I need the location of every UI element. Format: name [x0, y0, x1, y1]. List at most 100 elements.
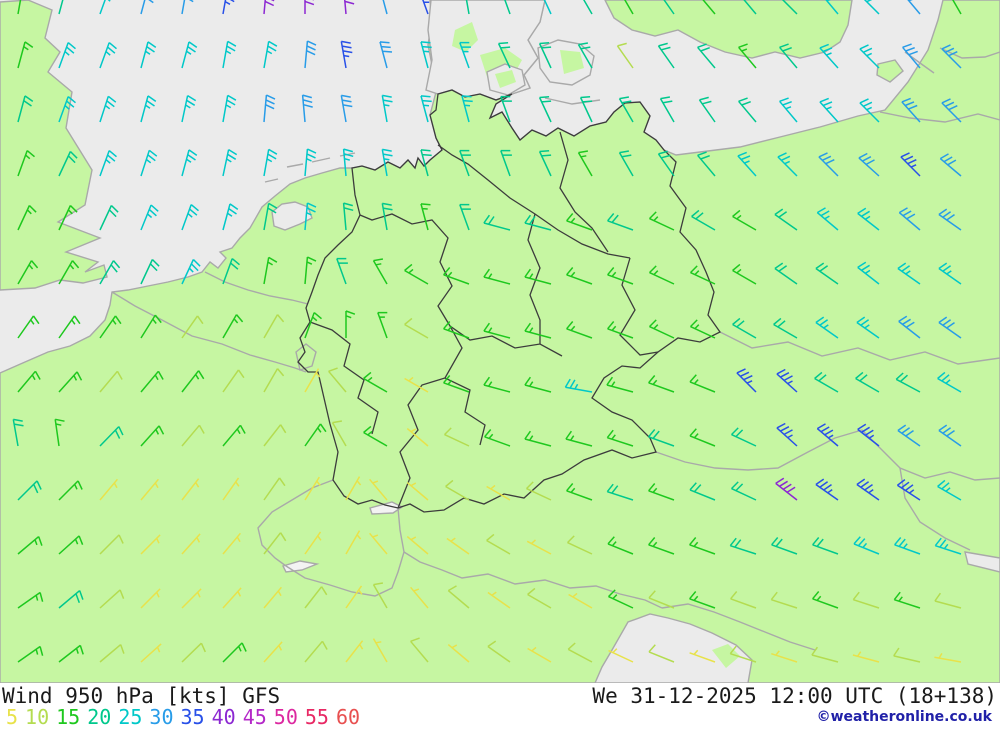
wind-barb — [345, 476, 362, 501]
wind-barb — [140, 149, 158, 177]
wind-barb — [938, 208, 962, 231]
wind-barb — [898, 207, 921, 231]
wind-barb — [743, 0, 757, 15]
valid-datetime: We 31-12-2025 12:00 UTC (18+138) — [592, 684, 997, 708]
wind-barb — [483, 268, 511, 285]
wind-barb — [181, 478, 200, 501]
wind-barb — [17, 480, 42, 501]
wind-barb — [689, 482, 716, 501]
scale-value: 30 — [149, 705, 174, 729]
wind-barb — [336, 257, 348, 285]
jutland-green-patch — [452, 22, 478, 52]
wind-barb — [17, 260, 39, 285]
wind-barb — [894, 537, 921, 555]
scale-value: 20 — [87, 705, 112, 729]
wind-barb — [616, 42, 634, 69]
wind-barb — [730, 481, 757, 501]
wind-barb — [855, 371, 880, 393]
wind-barb — [648, 319, 675, 339]
wind-barb — [58, 96, 76, 123]
wind-barb — [222, 40, 237, 69]
lake-balaton — [964, 551, 1000, 573]
wind-barb — [381, 94, 393, 123]
border-pl-cz — [719, 331, 1000, 365]
scale-value: 15 — [56, 705, 81, 729]
wind-barb — [776, 422, 798, 447]
wadden-island — [264, 178, 279, 183]
wind-barb — [564, 378, 593, 393]
scale-value: 10 — [25, 705, 50, 729]
wind-barb — [486, 533, 511, 555]
wind-barb — [853, 536, 880, 555]
wind-barb — [263, 202, 278, 231]
state-border — [527, 213, 541, 344]
state-border — [359, 213, 563, 357]
wind-barb — [181, 258, 201, 285]
wind-barb — [363, 371, 388, 393]
wind-barb — [607, 213, 634, 231]
wind-barb — [99, 426, 124, 447]
germany-borders — [297, 89, 721, 513]
wind-barb — [222, 532, 241, 555]
wind-barb — [566, 213, 593, 231]
wind-barb — [893, 591, 921, 609]
country-borders — [111, 47, 1000, 651]
wind-barb — [304, 40, 317, 69]
wind-barb — [58, 42, 76, 69]
wind-barb — [181, 0, 194, 15]
wind-barb — [140, 41, 157, 69]
wind-barb — [263, 477, 286, 501]
wind-barb — [446, 537, 470, 555]
wind-barb — [340, 94, 353, 123]
wind-barb — [648, 644, 675, 663]
wind-barb — [404, 317, 429, 339]
wind-barb — [738, 43, 757, 69]
wind-barb — [377, 311, 388, 339]
wind-barb — [222, 203, 239, 231]
scale-value: 25 — [118, 705, 143, 729]
wind-barb — [99, 0, 111, 15]
wind-barb — [732, 263, 757, 285]
wind-barb — [304, 476, 321, 501]
wind-barb — [500, 95, 512, 123]
lake-ijsselmeer — [271, 201, 313, 231]
wind-barb — [140, 258, 160, 285]
wind-barb — [689, 428, 716, 447]
wind-barb — [263, 532, 287, 555]
wind-barb — [689, 537, 716, 555]
wind-barb — [577, 150, 593, 177]
wind-barb — [304, 586, 328, 609]
wind-barb — [99, 370, 123, 393]
scale-value: 35 — [180, 705, 205, 729]
copyright: ©weatheronline.co.uk — [816, 709, 992, 725]
wind-barb — [263, 94, 276, 123]
wind-barb — [941, 98, 962, 123]
wind-barb — [729, 645, 757, 663]
wind-barb — [99, 589, 125, 609]
legend-bar: Wind 950 hPa [kts] GFS We 31-12-2025 12:… — [0, 683, 1000, 733]
denmark-group — [425, 0, 601, 105]
wind-barb — [526, 539, 552, 555]
wind-barb — [263, 0, 275, 15]
wind-barb — [657, 150, 675, 177]
wind-barb — [814, 371, 839, 393]
wind-barb — [17, 150, 35, 177]
land-sweden — [604, 0, 853, 59]
wind-barb — [58, 371, 83, 393]
wind-barb — [263, 40, 278, 69]
wind-barb — [99, 315, 122, 339]
wind-barb — [897, 424, 921, 447]
wind-barb — [140, 588, 161, 609]
wind-barb — [304, 148, 317, 177]
wind-barb — [852, 591, 880, 609]
wind-barb — [863, 0, 880, 15]
wind-barb — [608, 648, 634, 663]
adriatic-sea — [594, 613, 753, 683]
wind-barb — [568, 592, 593, 609]
wind-barb — [181, 424, 205, 447]
wind-barb — [58, 260, 80, 285]
wind-barb — [304, 640, 328, 663]
wind-barb — [857, 261, 880, 285]
land-jutland-mask — [425, 0, 546, 101]
wind-barb — [443, 375, 470, 393]
